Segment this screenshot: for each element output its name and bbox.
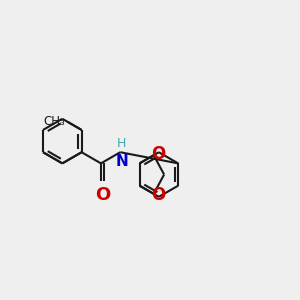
- Text: N: N: [115, 154, 128, 169]
- Text: O: O: [152, 145, 166, 163]
- Text: H: H: [117, 137, 126, 150]
- Text: O: O: [95, 186, 110, 204]
- Text: CH₃: CH₃: [44, 115, 65, 128]
- Text: O: O: [152, 186, 166, 204]
